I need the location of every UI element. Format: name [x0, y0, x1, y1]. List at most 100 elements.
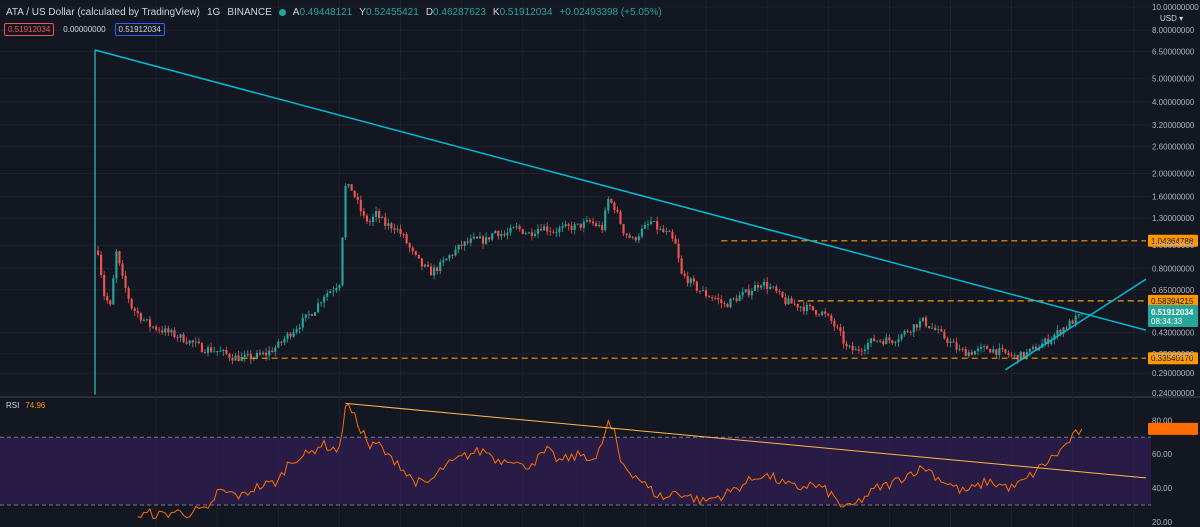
levels[interactable]: 1.04364788 0.58394215 0.33540170 [241, 234, 1198, 365]
candle [799, 306, 802, 308]
candle [481, 236, 485, 244]
candle [552, 231, 555, 233]
candle [845, 343, 848, 347]
interval-label[interactable]: 1G [206, 6, 221, 18]
candle [766, 281, 769, 289]
candle [1068, 320, 1071, 328]
trendline-rsi-descending[interactable] [345, 402, 1147, 479]
candle [454, 249, 457, 256]
price-tick-label: 1.00000000 [1152, 241, 1195, 250]
rsi-line [137, 403, 1083, 520]
candle [653, 220, 656, 222]
candle [659, 228, 662, 230]
buy-price-button[interactable]: 0.51912034 [114, 23, 165, 36]
level-label[interactable]: 0.58394215 [1151, 297, 1194, 306]
symbol-title[interactable]: ATA / US Dollar (calculated by TradingVi… [6, 6, 200, 18]
price-axis[interactable]: 10.00000000 8.00000000 6.50000000 5.0000000… [1148, 3, 1199, 398]
candle [332, 290, 335, 292]
candle [811, 306, 815, 311]
candle [371, 216, 375, 223]
candle [873, 338, 876, 342]
candle [350, 184, 353, 191]
candle [711, 297, 714, 299]
trendline-ascending[interactable] [1005, 278, 1147, 371]
candle [210, 347, 213, 352]
candle [732, 298, 735, 300]
candle [989, 349, 992, 353]
rsi-tick-label: 80.00 [1152, 416, 1173, 425]
price-tick-label: 0.43000000 [1152, 329, 1195, 338]
candle [613, 202, 616, 210]
candle [170, 330, 173, 333]
candle [928, 326, 931, 329]
candle [1025, 352, 1028, 358]
candle [130, 298, 133, 309]
candle [390, 223, 393, 229]
candle [420, 258, 423, 267]
last-price-tag[interactable] [1148, 305, 1198, 328]
candle [1034, 346, 1038, 351]
candle [353, 190, 356, 197]
candle [124, 275, 127, 288]
candle [808, 304, 811, 307]
rsi-title[interactable]: RSI [6, 401, 20, 410]
currency-selector[interactable]: USD ▾ [1160, 14, 1184, 23]
candle [952, 341, 955, 343]
candle [643, 224, 647, 229]
candle [692, 278, 695, 282]
rsi-band [0, 437, 1151, 505]
candle [445, 258, 448, 261]
candle [347, 184, 350, 187]
candle [518, 226, 521, 230]
candle [937, 329, 940, 331]
trendline-descending[interactable] [94, 49, 1147, 331]
candle [1074, 315, 1077, 324]
candle [396, 228, 399, 230]
candle [1062, 327, 1065, 334]
candle [271, 350, 274, 353]
candle [915, 324, 918, 328]
sell-price-button[interactable]: 0.51912034 [4, 23, 55, 36]
candle [839, 327, 842, 332]
candle [442, 260, 445, 263]
countdown-label: 08:34:33 [1151, 317, 1183, 326]
candle [677, 243, 680, 259]
level-label[interactable]: 1.04364788 [1151, 237, 1194, 246]
candle [469, 238, 472, 243]
candle [610, 199, 613, 203]
candle [619, 211, 622, 225]
candle [924, 317, 928, 327]
candle [860, 350, 863, 352]
rsi-axis[interactable]: 80.00 60.00 40.00 20.00 [1148, 416, 1198, 527]
candle [781, 291, 784, 298]
candle [335, 288, 338, 291]
trendlines[interactable] [94, 49, 1147, 479]
candle [729, 298, 732, 308]
candle [365, 215, 368, 222]
candle [515, 226, 518, 228]
candle [167, 328, 170, 333]
candle [289, 333, 292, 337]
candle [408, 243, 411, 248]
candle [769, 286, 772, 289]
price-tick-label: 4.00000000 [1152, 98, 1195, 107]
candle [772, 286, 775, 288]
level-label[interactable]: 0.33540170 [1151, 354, 1194, 363]
candle [784, 297, 787, 305]
candle [720, 299, 723, 304]
candle [158, 329, 161, 331]
candle [118, 251, 121, 264]
candle [106, 296, 109, 301]
candle [744, 289, 747, 293]
candle [426, 264, 430, 267]
candle [967, 352, 970, 356]
candle [674, 238, 677, 244]
chevron-down-icon: ▾ [1176, 14, 1184, 23]
candle [139, 313, 142, 321]
candle [109, 300, 112, 305]
candle [411, 247, 414, 252]
candle [173, 330, 176, 338]
candle [524, 233, 527, 235]
candle [155, 326, 158, 330]
